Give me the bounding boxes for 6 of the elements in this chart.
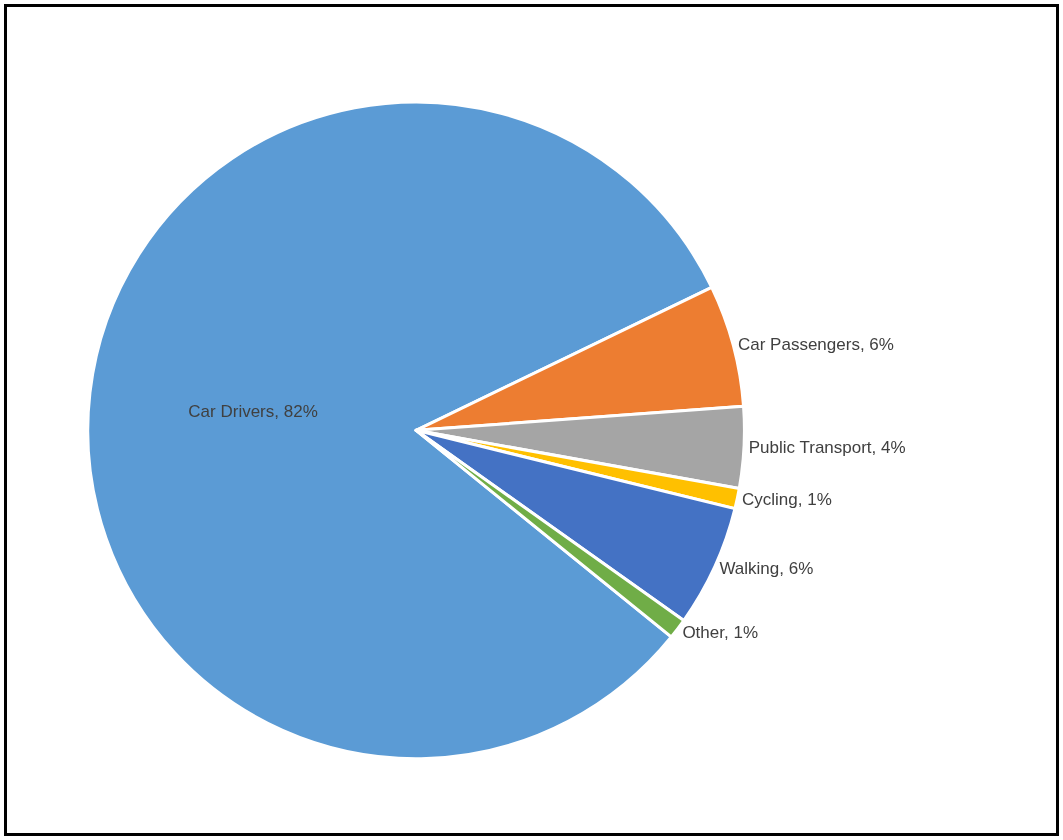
slice-label: Cycling, 1%: [742, 489, 832, 509]
slice-label: Car Passengers, 6%: [738, 335, 894, 355]
slice-label: Public Transport, 4%: [748, 438, 906, 458]
slice-label: Car Drivers, 82%: [188, 401, 318, 421]
slice-label: Other, 1%: [682, 622, 758, 642]
slice-label: Walking, 6%: [719, 559, 814, 579]
